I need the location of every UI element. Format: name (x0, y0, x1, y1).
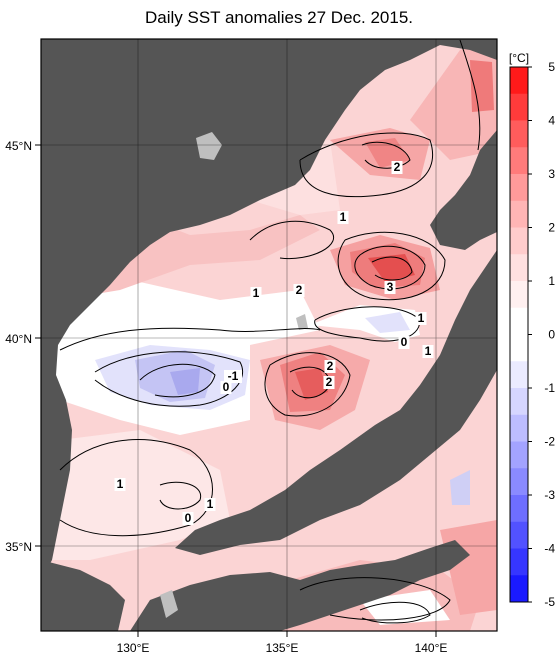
colorbar-tick-label: -4 (544, 542, 555, 556)
map-title: Daily SST anomalies 27 Dec. 2015. (144, 8, 414, 27)
contour-label: 0 (401, 335, 408, 349)
island-tsushima (160, 590, 178, 618)
colorbar-ticks: 5 4 3 2 1 0 -1 -2 -3 -4 -5 (528, 60, 555, 609)
contour-label-bg (224, 370, 242, 383)
colorbar-swatch (510, 254, 528, 282)
colorbar-tick-label: 5 (548, 60, 555, 74)
lon-label-135: 135°E (266, 641, 299, 655)
colorbar-swatch (510, 468, 528, 496)
grid-lines (41, 39, 497, 631)
colorbar-swatch (510, 495, 528, 523)
colorbar-tick-label: 0 (548, 328, 555, 342)
contour-label: 1 (340, 210, 347, 224)
contour-label-bg (391, 161, 403, 174)
contour-label: 1 (253, 286, 260, 300)
contour-label: 2 (394, 160, 401, 174)
contour-label-bg (204, 498, 216, 511)
contour-label: 1 (117, 477, 124, 491)
colorbar-swatch (510, 521, 528, 549)
lat-label-45: 45°N (5, 139, 32, 153)
colorbar-swatch (510, 147, 528, 175)
lon-label-130: 130°E (117, 641, 150, 655)
contour-label-bg (250, 287, 262, 300)
contour-label-bg (337, 211, 349, 224)
contour-label: 1 (425, 344, 432, 358)
contour-label-bg (293, 284, 305, 297)
colorbar-swatch (510, 575, 528, 603)
colorbar-swatch (510, 200, 528, 228)
contour-label-bg (182, 512, 194, 525)
colorbar-tick-label: 1 (548, 274, 555, 288)
contour-label: 2 (296, 283, 303, 297)
contour-label: 2 (327, 359, 334, 373)
contour-label-bg (323, 376, 335, 389)
colorbar (509, 66, 529, 603)
colorbar-swatch (510, 548, 528, 576)
contour-label: -1 (228, 369, 239, 383)
contour-label-bg (422, 345, 434, 358)
land-honshu (175, 250, 497, 555)
colorbar-tick-label: 3 (548, 167, 555, 181)
colorbar-swatch (510, 93, 528, 121)
map-area (41, 39, 497, 631)
colorbar-swatch (510, 388, 528, 416)
colorbar-swatch (510, 281, 528, 309)
contour-label: 3 (387, 280, 394, 294)
land-korea-south (41, 560, 125, 631)
contour-label-bg (114, 478, 126, 491)
lon-label-140: 140°E (415, 641, 448, 655)
colorbar-tick-label: -3 (544, 488, 555, 502)
map-frame (40, 38, 498, 632)
contour-label-bg (384, 281, 396, 294)
lat-label-35: 35°N (5, 540, 32, 554)
contour-label: 0 (223, 380, 230, 394)
contour-label: 0 (185, 511, 192, 525)
colorbar-swatch (510, 334, 528, 362)
contour-label: 1 (418, 311, 425, 325)
colorbar-swatch (510, 227, 528, 255)
colorbar-tick-label: -5 (544, 595, 555, 609)
island-sado (296, 314, 308, 330)
colorbar-swatch (510, 441, 528, 469)
colorbar-swatch (510, 120, 528, 148)
contour-label: 2 (326, 375, 333, 389)
colorbar-swatch (510, 67, 528, 95)
colorbar-tick-label: -2 (544, 435, 555, 449)
contour-lines (59, 39, 481, 624)
frame-ticks (35, 144, 437, 637)
lat-label-40: 40°N (5, 332, 32, 346)
contour-label-bg (398, 336, 410, 349)
land-western-japan (130, 540, 470, 631)
contour-label-bg (415, 312, 427, 325)
contour-label-bg (324, 360, 336, 373)
colorbar-unit: [°C] (509, 51, 529, 65)
colorbar-swatch (510, 174, 528, 202)
colorbar-tick-label: 2 (548, 221, 555, 235)
colorbar-swatch (510, 307, 528, 335)
island-lake-khanka (196, 132, 222, 160)
contour-label: 1 (207, 497, 214, 511)
colorbar-swatch (510, 414, 528, 442)
land-hokkaido (430, 130, 497, 250)
contour-label-bg (220, 381, 232, 394)
colorbar-tick-label: 4 (548, 114, 555, 128)
colorbar-tick-label: -1 (544, 381, 555, 395)
colorbar-swatch (510, 361, 528, 389)
land-mainland-asia (41, 39, 497, 580)
